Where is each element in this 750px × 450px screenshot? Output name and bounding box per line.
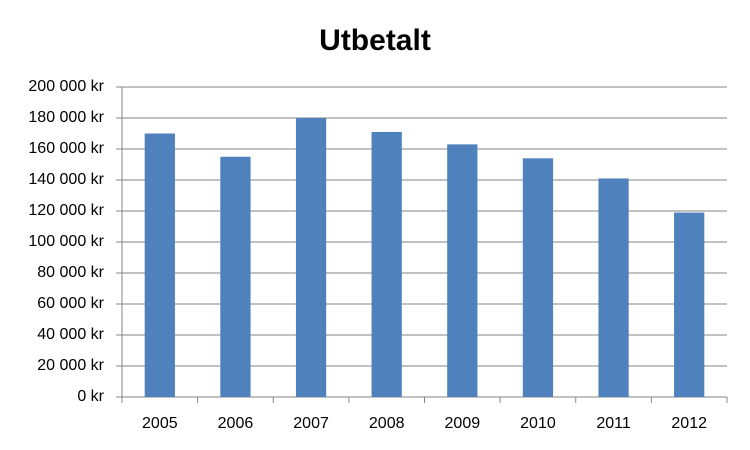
bar [220, 156, 251, 397]
x-tick-label: 2005 [142, 415, 178, 432]
x-tick-label: 2011 [596, 415, 631, 432]
x-tick-label: 2008 [369, 415, 405, 432]
x-tick-label: 2006 [218, 415, 254, 432]
y-tick-label: 160 000 kr [28, 140, 104, 157]
y-tick-label: 20 000 kr [37, 357, 104, 374]
y-tick-label: 60 000 kr [37, 295, 104, 312]
bar [371, 131, 402, 397]
bar [295, 118, 327, 397]
y-tick-label: 200 000 kr [28, 78, 104, 95]
x-tick-label: 2012 [671, 415, 707, 432]
bar [447, 144, 478, 397]
y-tick-label: 40 000 kr [37, 326, 104, 343]
bar [598, 178, 629, 397]
y-tick-label: 180 000 kr [28, 109, 104, 126]
x-tick-label: 2007 [293, 415, 329, 432]
y-tick-label: 100 000 kr [28, 233, 104, 250]
y-tick-label: 80 000 kr [37, 264, 104, 281]
y-tick-label: 0 kr [77, 388, 104, 405]
bar [144, 133, 175, 397]
x-tick-label: 2009 [445, 415, 481, 432]
chart-title: Utbetalt [319, 24, 431, 57]
bar [522, 158, 554, 397]
y-tick-label: 120 000 kr [28, 202, 104, 219]
x-tick-label: 2010 [520, 415, 556, 432]
bar [674, 212, 705, 397]
y-tick-label: 140 000 kr [28, 171, 104, 188]
